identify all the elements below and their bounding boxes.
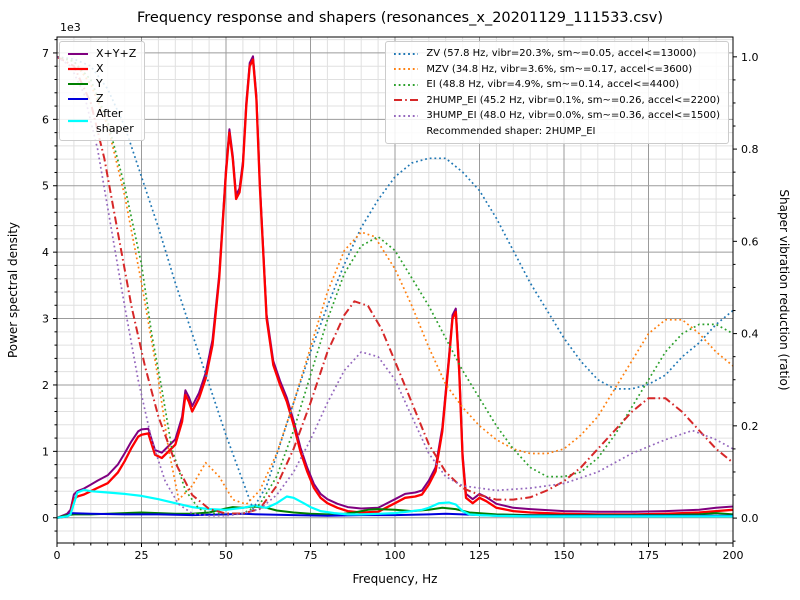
legend-line-sample	[394, 114, 419, 117]
recommended-shaper-note: Recommended shaper: 2HUMP_EI	[426, 125, 596, 137]
legend-item: Y	[67, 76, 136, 91]
y-left-tick-label: 3	[42, 313, 49, 326]
series-line-2hump-ei	[57, 55, 733, 515]
series-line-after-shaper	[57, 488, 733, 519]
legend-line-sample	[68, 82, 88, 85]
legend-line-sample	[394, 68, 419, 71]
x-tick-label: 200	[723, 549, 744, 562]
x-tick-label: 75	[304, 549, 318, 562]
legend-line-sample	[68, 67, 88, 70]
y-left-tick-label: 5	[42, 180, 49, 193]
psd-axis-label: Power spectral density	[6, 222, 20, 358]
y-left-tick-label: 6	[42, 113, 49, 126]
legend-item: X	[67, 61, 136, 76]
x-tick-label: 100	[385, 549, 406, 562]
legend-item-label: Y	[96, 77, 103, 90]
y-right-tick-label: 0.2	[741, 420, 759, 433]
series-group	[57, 55, 733, 519]
shaper-legend: ZV (57.8 Hz, vibr=20.3%, sm~=0.05, accel…	[385, 41, 729, 144]
legend-line-sample	[68, 119, 88, 123]
y-left-tick-label: 7	[42, 47, 49, 60]
y-left-tick-label: 4	[42, 246, 49, 259]
x-tick-label: 125	[469, 549, 490, 562]
legend-item-label: ZV (57.8 Hz, vibr=20.3%, sm~=0.05, accel…	[426, 48, 697, 59]
legend-item-label: X	[96, 62, 104, 75]
x-tick-label: 0	[54, 549, 61, 562]
legend-item: ZV (57.8 Hz, vibr=20.3%, sm~=0.05, accel…	[393, 46, 720, 62]
y-right-tick-label: 0.6	[741, 235, 759, 248]
legend-line-sample	[68, 97, 88, 100]
legend-item: X+Y+Z	[67, 46, 136, 61]
x-tick-label: 175	[638, 549, 659, 562]
series-line-mzv	[57, 55, 733, 506]
series-legend: X+Y+Z X Y Z After shaper	[59, 41, 146, 141]
chart-title: Frequency response and shapers (resonanc…	[137, 10, 663, 26]
y-left-tick-label: 1	[42, 445, 49, 458]
legend-item: After shaper	[67, 106, 136, 136]
y-right-tick-label: 1.0	[741, 51, 759, 64]
x-tick-label: 50	[219, 549, 233, 562]
legend-item-label: Z	[96, 92, 104, 105]
legend-item-label: 2HUMP_EI (45.2 Hz, vibr=0.1%, sm~=0.26, …	[426, 94, 720, 106]
legend-item: 3HUMP_EI (48.0 Hz, vibr=0.0%, sm~=0.36, …	[393, 108, 720, 124]
legend-line-sample	[394, 52, 419, 55]
y-left-scale-offset-label: 1e3	[60, 21, 81, 34]
x-tick-label: 150	[554, 549, 575, 562]
legend-item-label: EI (48.8 Hz, vibr=4.9%, sm~=0.14, accel<…	[426, 79, 680, 90]
y-right-tick-label: 0.4	[741, 328, 759, 341]
legend-line-sample	[394, 83, 419, 86]
x-tick-label: 25	[135, 549, 149, 562]
series-line-ei	[57, 55, 733, 515]
legend-item: MZV (34.8 Hz, vibr=3.6%, sm~=0.17, accel…	[393, 62, 720, 78]
y-left-tick-label: 0	[42, 512, 49, 525]
legend-item-label: MZV (34.8 Hz, vibr=3.6%, sm~=0.17, accel…	[426, 63, 693, 75]
legend-line-sample	[394, 99, 419, 102]
y-right-tick-label: 0.8	[741, 143, 759, 156]
legend-item-label: 3HUMP_EI (48.0 Hz, vibr=0.0%, sm~=0.36, …	[426, 110, 720, 121]
legend-item: Z	[67, 91, 136, 106]
legend-item-label: After shaper	[96, 107, 134, 135]
series-line-3hump-ei	[57, 56, 733, 517]
legend-item: 2HUMP_EI (45.2 Hz, vibr=0.1%, sm~=0.26, …	[393, 93, 720, 109]
legend-line-sample	[68, 52, 88, 55]
y-right-tick-label: 0.0	[741, 512, 759, 525]
legend-item-label: X+Y+Z	[96, 47, 137, 60]
x-axis-label: Frequency, Hz	[353, 572, 438, 586]
shaper-axis-label: Shaper vibration reduction (ratio)	[777, 189, 791, 390]
series-line-x	[57, 58, 733, 519]
y-left-tick-label: 2	[42, 379, 49, 392]
series-line-zv	[57, 55, 733, 510]
legend-item: EI (48.8 Hz, vibr=4.9%, sm~=0.14, accel<…	[393, 77, 720, 93]
